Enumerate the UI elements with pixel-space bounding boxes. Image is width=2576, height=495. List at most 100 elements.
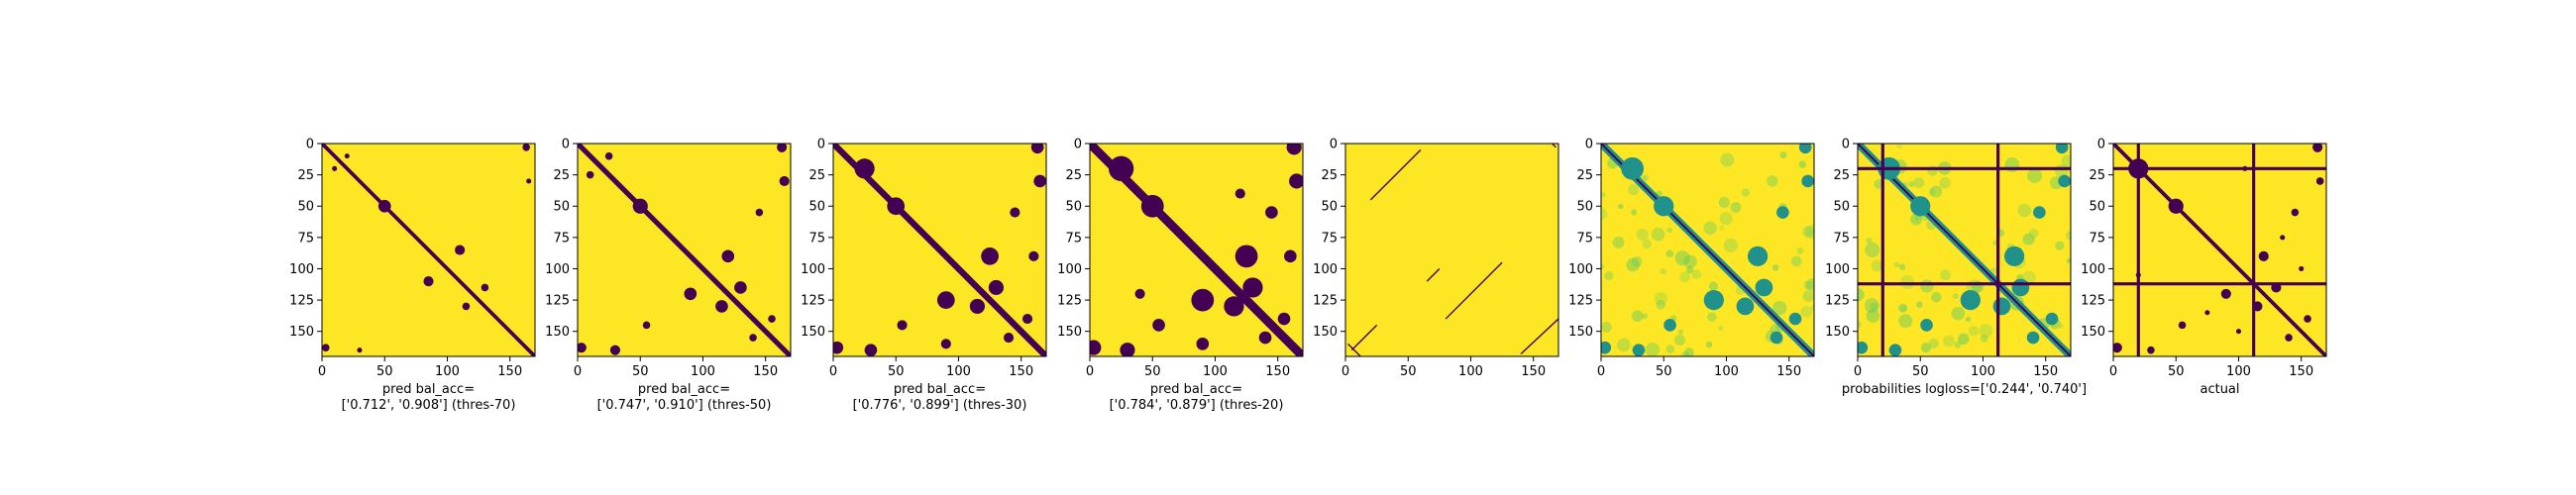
y-tick-label: 150 [1825, 325, 1850, 340]
probability-patch [2061, 154, 2071, 168]
probability-patch [2055, 241, 2065, 250]
y-tick-label: 50 [2089, 200, 2105, 215]
x-tick-label: 50 [888, 364, 905, 379]
contact-blob [462, 302, 471, 311]
contact-blob [897, 320, 908, 331]
y-tick-label: 75 [1576, 231, 1593, 246]
contact-blob [1033, 174, 1046, 188]
probability-patch [1705, 341, 1713, 348]
axes-frame [321, 143, 536, 357]
contact-blob [1703, 289, 1724, 311]
probability-patch [1929, 185, 1943, 198]
contact-blob [1224, 296, 1244, 317]
contact-blob [1747, 246, 1769, 266]
contact-blob [2033, 206, 2046, 219]
probability-patch [1656, 300, 1666, 310]
contact-blob [1888, 344, 1902, 356]
contact-blob [684, 287, 698, 301]
contact-blob [332, 165, 338, 171]
contact-blob [2315, 177, 2324, 185]
contact-blob [609, 345, 620, 355]
probability-patch [1952, 293, 1959, 299]
probability-patch [1800, 306, 1813, 318]
y-tick-label: 100 [801, 262, 825, 277]
probability-patch [1628, 183, 1640, 196]
contact-blob [1798, 144, 1812, 154]
panel-caption: probabilities logloss=['0.244', '0.740'] [1842, 382, 2087, 397]
contact-blob [578, 343, 587, 353]
y-tick-label: 125 [801, 294, 825, 309]
contact-blob [1021, 314, 1033, 325]
contact-blob [2168, 198, 2184, 214]
contact-blob [1621, 156, 1644, 180]
probability-patch [2027, 167, 2043, 183]
y-tick-label: 0 [817, 138, 825, 152]
contact-blob [981, 247, 999, 265]
panel-caption: ['0.776', '0.899'] (thres-30) [853, 398, 1027, 413]
probability-patch [2022, 233, 2035, 246]
probability-patch [1980, 335, 1988, 343]
contact-blob [1265, 206, 1278, 219]
probability-patch [1866, 237, 1873, 245]
contact-blob [1286, 144, 1302, 155]
contact-blob [2011, 278, 2030, 297]
contact-blob [749, 334, 757, 342]
x-tick-label: 100 [691, 364, 715, 379]
contact-blob [2299, 265, 2305, 271]
probability-patch [1931, 291, 1942, 303]
contact-blob [481, 283, 489, 292]
contact-blob [1788, 312, 1802, 326]
heatmap-image [2113, 144, 2326, 356]
y-tick-label: 150 [1057, 325, 1082, 340]
probability-patch [1965, 316, 1972, 322]
y-tick-label: 150 [545, 325, 570, 340]
heatmap-image [1601, 144, 1814, 356]
y-tick-label: 125 [545, 294, 570, 309]
contact-blob [1858, 341, 1869, 354]
y-tick-label: 0 [1842, 138, 1850, 152]
probability-patch [1708, 281, 1718, 291]
probability-patch [2028, 228, 2039, 239]
x-tick-label: 0 [829, 364, 837, 379]
contact-blob [1258, 331, 1272, 345]
probability-patch [1616, 338, 1631, 352]
probability-patch [1864, 298, 1879, 314]
probability-patch [1674, 335, 1685, 346]
y-tick-label: 150 [1313, 325, 1338, 340]
x-tick-label: 0 [2109, 364, 2117, 379]
y-tick-label: 25 [1065, 168, 1082, 183]
y-tick-label: 25 [808, 168, 825, 183]
panel-caption: pred bal_acc= [894, 382, 986, 397]
probability-patch [1618, 203, 1624, 210]
contact-blob [1654, 196, 1674, 217]
y-tick-label: 50 [1833, 200, 1850, 215]
probability-patch [1806, 277, 1814, 292]
panel-caption: ['0.747', '0.910'] (thres-50) [597, 398, 772, 413]
probability-patch [1871, 259, 1883, 272]
heatmap-image [1090, 144, 1303, 356]
x-tick-label: 0 [1597, 364, 1605, 379]
probability-patch [1928, 188, 1936, 196]
y-tick-label: 75 [297, 231, 314, 246]
contact-blob [604, 151, 613, 160]
x-tick-label: 0 [574, 364, 582, 379]
x-tick-label: 150 [497, 364, 522, 379]
y-tick-label: 150 [1568, 325, 1593, 340]
probability-patch [1870, 302, 1878, 311]
y-tick-label: 0 [1074, 138, 1082, 152]
contact-blob [2235, 329, 2242, 335]
panel-caption: ['0.784', '0.879'] (thres-20) [1110, 398, 1284, 413]
contact-blob [1234, 188, 1245, 199]
contact-blob [755, 208, 764, 217]
x-tick-label: 100 [946, 364, 971, 379]
contact-blob [2304, 315, 2311, 323]
contact-blob [864, 344, 878, 356]
probability-patch [1718, 325, 1724, 332]
probability-patch [1899, 274, 1915, 290]
probability-patch [1928, 338, 1939, 349]
panel-caption: actual [2200, 382, 2239, 397]
y-tick-label: 50 [1576, 200, 1593, 215]
probability-patch [1677, 329, 1683, 335]
probability-patch [1665, 345, 1675, 353]
